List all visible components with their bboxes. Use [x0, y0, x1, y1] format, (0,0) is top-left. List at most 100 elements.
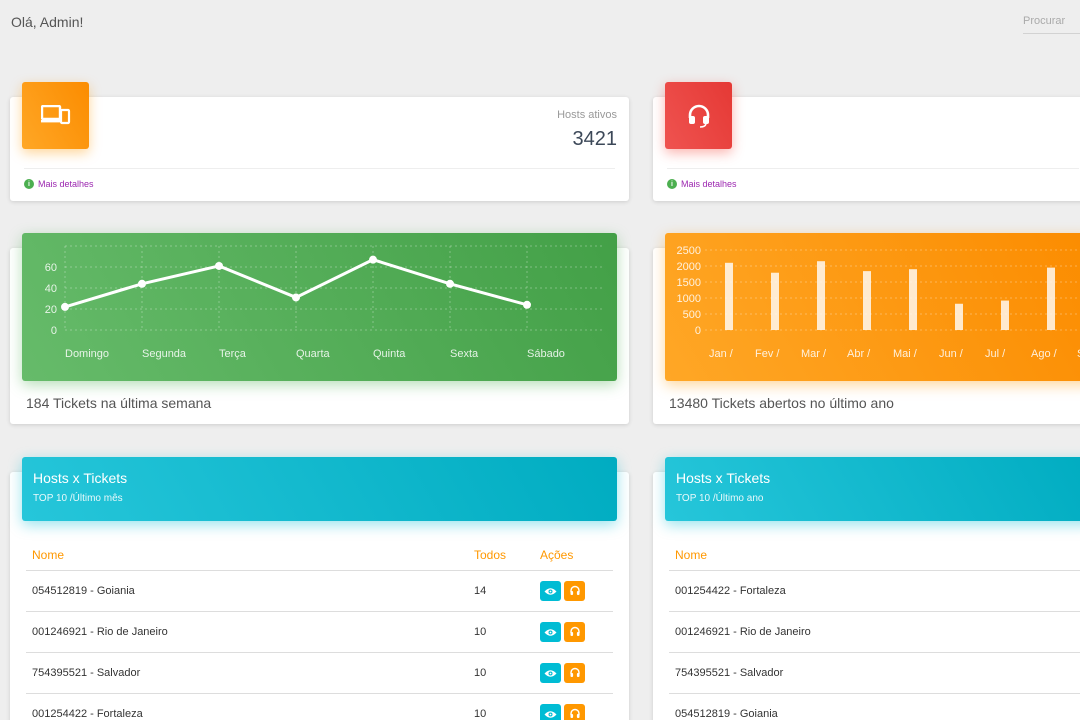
tickets-button[interactable]	[564, 622, 585, 642]
x-tick-label: Abr /	[847, 348, 871, 360]
view-button[interactable]	[540, 622, 561, 642]
y-tick-label: 40	[45, 283, 57, 295]
eye-icon	[544, 710, 557, 718]
row-actions	[540, 704, 613, 720]
table-subtitle: TOP 10 /Último ano	[676, 493, 764, 504]
bar	[725, 262, 733, 330]
host-name-cell: 054512819 - Goiania	[675, 708, 778, 720]
hosts-tickets-month-card: Hosts x Tickets TOP 10 /Último mês Nome …	[10, 457, 629, 720]
x-tick-label: Mai /	[893, 348, 918, 360]
stat-footer: i Mais detalhes	[667, 168, 1079, 189]
y-tick-label: 0	[51, 325, 57, 337]
host-name-cell: 754395521 - Salvador	[675, 667, 784, 679]
bar	[1001, 300, 1009, 330]
search-input[interactable]	[1023, 8, 1080, 34]
eye-icon	[544, 587, 557, 595]
y-tick-label: 2000	[677, 261, 701, 273]
yearly-tickets-card: 0 500 1000 1500 2000 2500 Jan / Fev / Mar / Abr /…	[653, 233, 1080, 424]
table-title: Hosts x Tickets	[676, 470, 771, 486]
table-row: 001254422 - Fortaleza 10	[26, 694, 613, 720]
headset-icon	[665, 82, 732, 149]
table-title: Hosts x Tickets	[33, 470, 128, 486]
data-point	[446, 279, 454, 288]
view-button[interactable]	[540, 663, 561, 683]
host-name-cell: 054512819 - Goiania	[32, 585, 135, 597]
host-name-cell: 001246921 - Rio de Janeiro	[32, 626, 168, 638]
view-button[interactable]	[540, 704, 561, 720]
table-row: 754395521 - Salvador	[669, 653, 1080, 694]
bar	[817, 261, 825, 330]
stat-card-tickets: i Mais detalhes	[653, 82, 1080, 201]
hosts-table: Nome 001254422 - Fortaleza 001246921 - Ri…	[669, 540, 1080, 720]
headset-icon	[569, 708, 580, 718]
row-actions	[540, 622, 613, 642]
bar	[1047, 267, 1055, 330]
data-point	[215, 261, 223, 270]
col-header-total: Todos	[474, 548, 507, 562]
ticket-count-cell: 10	[474, 626, 487, 638]
x-tick-label: Sábado	[527, 348, 565, 360]
eye-icon	[544, 669, 557, 677]
info-icon: i	[24, 179, 34, 189]
y-tick-label: 20	[45, 304, 57, 316]
host-name-cell: 001254422 - Fortaleza	[32, 708, 143, 720]
tickets-button[interactable]	[564, 581, 585, 601]
x-tick-label: Quarta	[296, 348, 331, 360]
x-tick-label: Jun /	[939, 348, 964, 360]
table-subtitle: TOP 10 /Último mês	[33, 493, 123, 504]
stat-card-hosts: Hosts ativos 3421 i Mais detalhes	[10, 82, 629, 201]
devices-icon	[22, 82, 89, 149]
stat-value: 3421	[572, 128, 618, 150]
ticket-count-cell: 10	[474, 667, 487, 679]
stat-footer: i Mais detalhes	[24, 168, 615, 189]
data-point	[292, 293, 300, 302]
eye-icon	[544, 628, 557, 636]
host-name-cell: 754395521 - Salvador	[32, 667, 141, 679]
table-row: 001246921 - Rio de Janeiro 10	[26, 612, 613, 653]
x-tick-label: Jul /	[985, 348, 1006, 360]
x-tick-label: Ago /	[1031, 348, 1058, 360]
col-header-name: Nome	[32, 548, 65, 562]
x-tick-label: Domingo	[65, 348, 109, 360]
hosts-tickets-year-card: Hosts x Tickets TOP 10 /Último ano Nome …	[653, 457, 1080, 720]
col-header-name: Nome	[675, 548, 708, 562]
y-tick-label: 1500	[677, 277, 701, 289]
weekly-tickets-caption: 184 Tickets na última semana	[26, 395, 212, 411]
info-icon: i	[667, 179, 677, 189]
data-point	[138, 279, 146, 288]
table-head-row: Nome Todos Ações	[26, 540, 613, 571]
row-actions	[540, 581, 613, 601]
host-name-cell: 001254422 - Fortaleza	[675, 585, 786, 597]
view-button[interactable]	[540, 581, 561, 601]
data-point	[61, 302, 69, 311]
bar	[955, 303, 963, 330]
x-tick-label: Segunda	[142, 348, 187, 360]
yearly-tickets-caption: 13480 Tickets abertos no último ano	[669, 395, 894, 411]
table-header: Hosts x Tickets TOP 10 /Último mês	[22, 457, 617, 521]
table-row: 754395521 - Salvador 10	[26, 653, 613, 694]
tickets-button[interactable]	[564, 663, 585, 683]
data-point	[523, 300, 531, 309]
x-tick-label: Terça	[219, 348, 247, 360]
greeting-text: Olá, Admin!	[11, 14, 84, 30]
host-name-cell: 001246921 - Rio de Janeiro	[675, 626, 811, 638]
tickets-button[interactable]	[564, 704, 585, 720]
top-navbar: Olá, Admin!	[0, 0, 1080, 60]
table-row: 001254422 - Fortaleza	[669, 571, 1080, 612]
more-details-link[interactable]: Mais detalhes	[681, 179, 737, 189]
data-point	[369, 255, 377, 264]
weekly-tickets-card: Domingo Segunda Terça Quarta Quinta Sexta Sába…	[10, 233, 629, 424]
headset-icon	[569, 585, 580, 595]
yearly-bar-chart: 0 500 1000 1500 2000 2500 Jan / Fev / Mar / Abr /…	[665, 233, 1080, 381]
table-row: 001246921 - Rio de Janeiro	[669, 612, 1080, 653]
y-tick-label: 60	[45, 262, 57, 274]
table-head-row: Nome	[669, 540, 1080, 571]
ticket-count-cell: 10	[474, 708, 487, 720]
more-details-link[interactable]: Mais detalhes	[38, 179, 94, 189]
table-row: 054512819 - Goiania	[669, 694, 1080, 720]
row-actions	[540, 663, 613, 683]
stat-category: Hosts ativos	[557, 109, 617, 121]
bar	[771, 272, 779, 330]
y-tick-label: 2500	[677, 245, 701, 257]
table-row: 054512819 - Goiania 14	[26, 571, 613, 612]
